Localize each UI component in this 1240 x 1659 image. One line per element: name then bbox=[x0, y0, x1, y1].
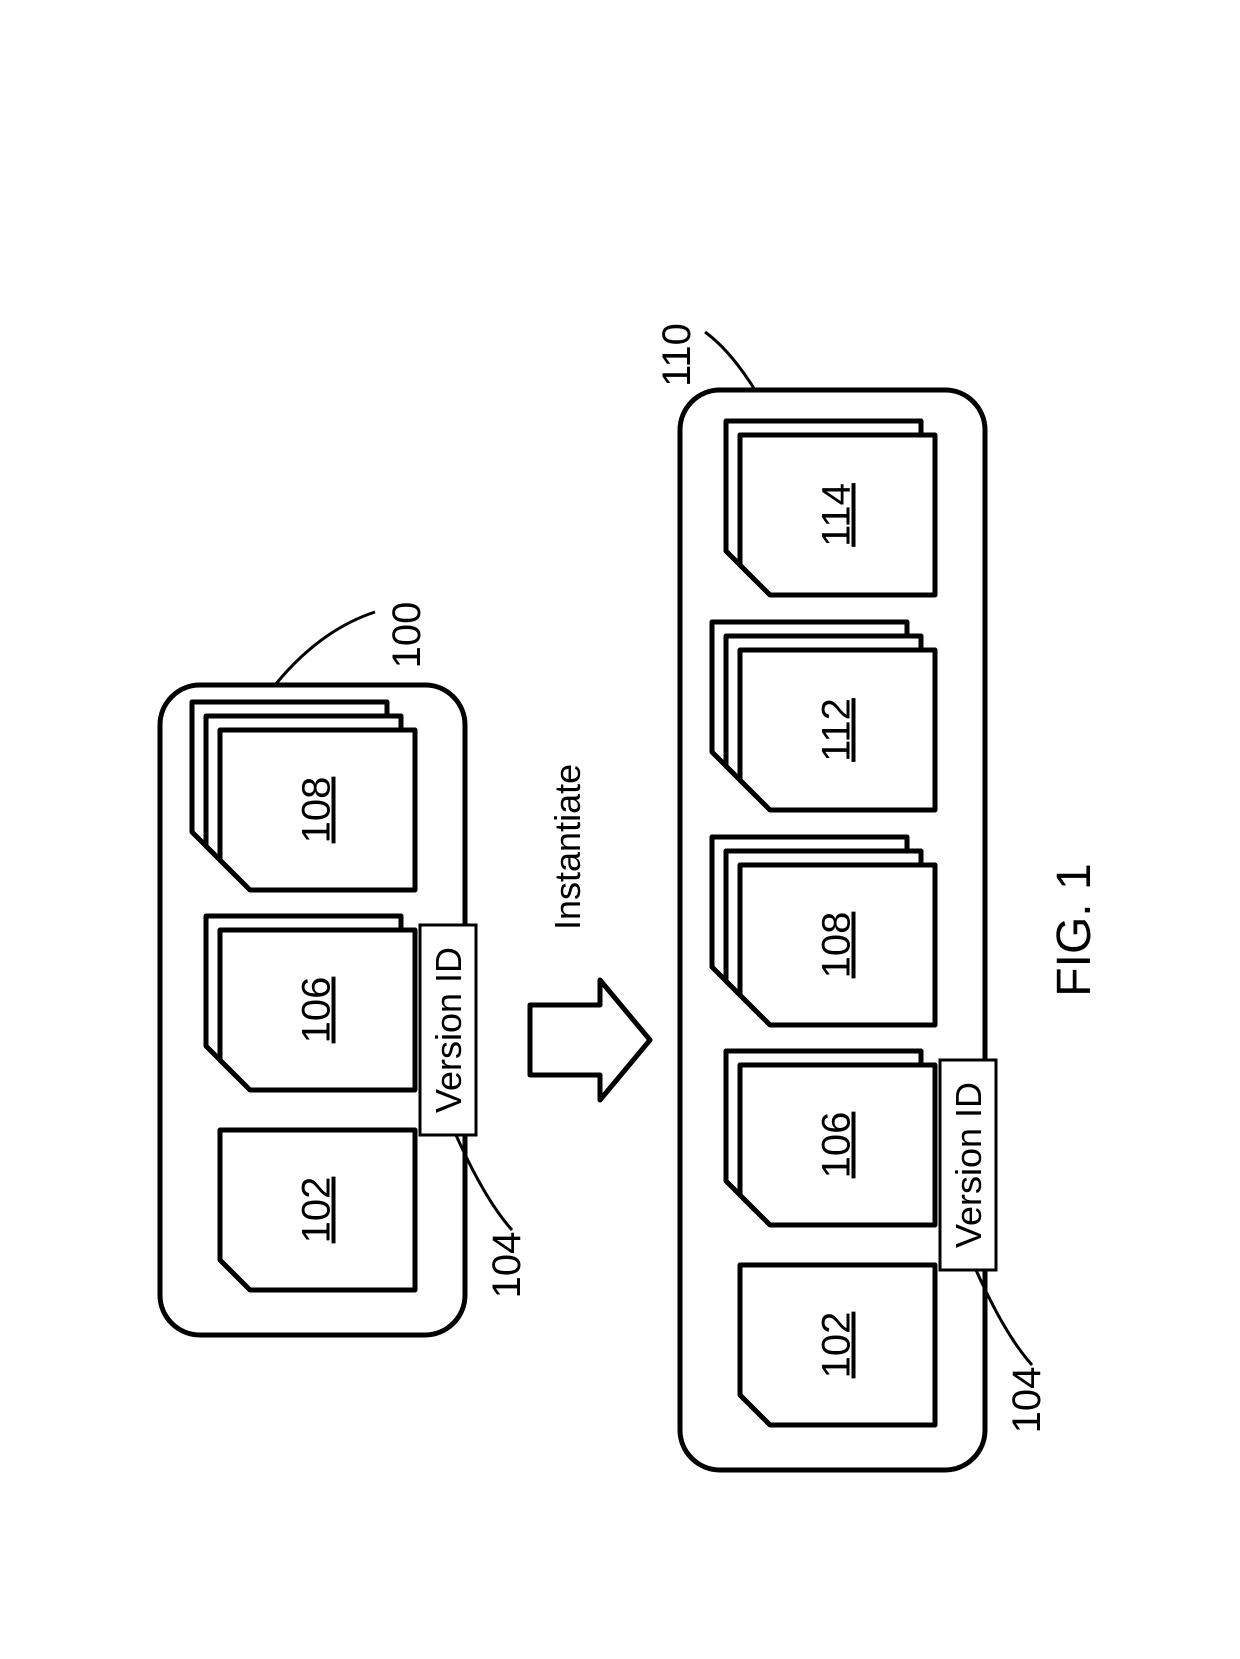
leader-104-bottom: 104 bbox=[1005, 1366, 1049, 1433]
doc-108-bottom-label: 108 bbox=[815, 911, 859, 978]
leader-100: 100 bbox=[385, 601, 429, 668]
doc-106-top: 106 bbox=[206, 916, 415, 1090]
doc-106-top-label: 106 bbox=[295, 976, 339, 1043]
version-tag-bottom-text: Version ID bbox=[948, 1081, 989, 1247]
instantiate-arrow bbox=[530, 980, 650, 1100]
diagram-root: 102 106 108 Version ID 100 104 Instantiate 102 1… bbox=[120, 130, 1120, 1530]
doc-106-bottom-label: 106 bbox=[815, 1111, 859, 1178]
version-tag-top-text: Version ID bbox=[428, 946, 469, 1112]
leader-104-top: 104 bbox=[485, 1231, 529, 1298]
leader-110: 110 bbox=[655, 323, 699, 387]
doc-102-bottom: 102 bbox=[740, 1265, 935, 1425]
doc-108-top-label: 108 bbox=[295, 776, 339, 843]
doc-102-top-label: 102 bbox=[295, 1176, 339, 1243]
doc-106-bottom: 106 bbox=[726, 1051, 935, 1225]
doc-102-top: 102 bbox=[220, 1130, 415, 1290]
doc-108-top: 108 bbox=[192, 702, 415, 890]
doc-112-bottom-label: 112 bbox=[815, 698, 859, 762]
doc-112-bottom: 112 bbox=[712, 622, 935, 810]
figure-title: FIG. 1 bbox=[1048, 863, 1101, 996]
instantiate-label: Instantiate bbox=[547, 763, 588, 929]
doc-102-bottom-label: 102 bbox=[815, 1311, 859, 1378]
doc-108-bottom: 108 bbox=[712, 837, 935, 1025]
doc-114-bottom-label: 114 bbox=[815, 483, 859, 547]
doc-114-bottom: 114 bbox=[726, 421, 935, 595]
